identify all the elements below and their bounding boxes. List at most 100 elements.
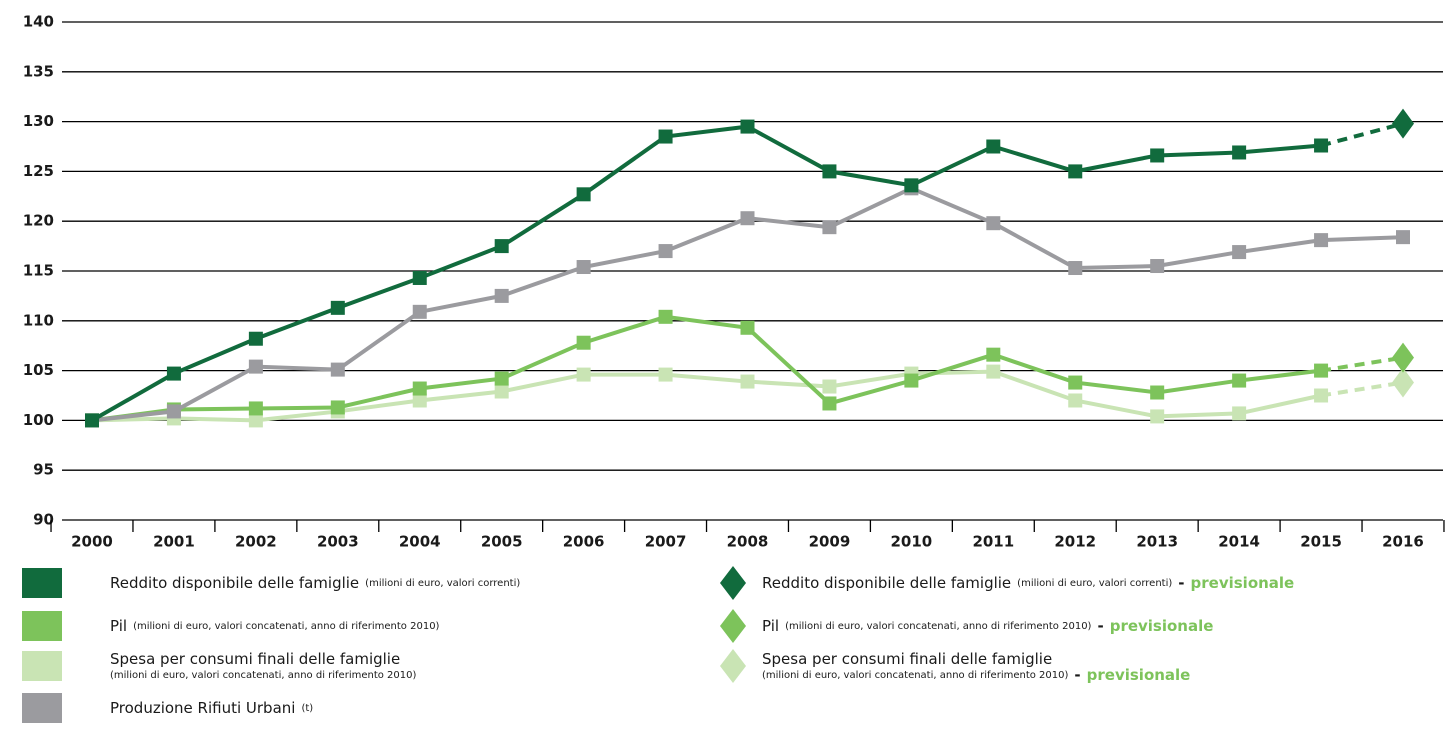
legend-separator: - (1178, 574, 1184, 592)
legend-label: Pil (milioni di euro, valori concatenati,… (762, 617, 1213, 635)
y-tick-label: 110 (23, 311, 54, 329)
point (576, 335, 591, 350)
legend-label: Reddito disponibile delle famiglie (milio… (110, 574, 520, 592)
x-tick-label: 2009 (809, 533, 851, 551)
forecast-line (1320, 355, 1404, 373)
point (822, 379, 837, 394)
legend-swatch (22, 651, 62, 681)
x-tick-label: 2007 (645, 533, 687, 551)
point (576, 260, 591, 275)
legend-forecast: previsionale (1087, 666, 1191, 684)
forecast-line (1320, 380, 1404, 398)
legend-name: Pil (110, 617, 127, 635)
y-tick-label: 140 (23, 13, 54, 31)
x-tick-label: 2006 (563, 533, 605, 551)
point (822, 164, 837, 179)
point (1232, 406, 1247, 421)
point (1232, 145, 1247, 160)
x-tick-label: 2010 (891, 533, 933, 551)
legend-forecast: previsionale (1191, 574, 1295, 592)
legend-note: (t) (301, 703, 313, 714)
point (740, 211, 755, 226)
y-tick-label: 135 (23, 62, 54, 80)
x-tick-label: 2005 (481, 533, 523, 551)
point (1232, 373, 1247, 388)
legend-diamond (720, 649, 746, 683)
y-tick-label: 115 (23, 262, 54, 280)
point (740, 119, 755, 134)
point (494, 371, 509, 386)
point (1068, 164, 1083, 179)
point (248, 413, 263, 428)
legend-swatch (22, 568, 62, 598)
point (412, 393, 427, 408)
x-tick-label: 2011 (972, 533, 1014, 551)
legend-label: Pil (milioni di euro, valori concatenati,… (110, 617, 440, 635)
series-line (91, 314, 1322, 423)
point (1314, 388, 1329, 403)
point (330, 400, 345, 415)
point (658, 244, 673, 259)
legend-label: Spesa per consumi finali delle famiglie (762, 650, 1052, 668)
point (740, 320, 755, 335)
point (986, 347, 1001, 362)
series-line (91, 124, 1322, 423)
point (1314, 138, 1329, 153)
x-tick-label: 2016 (1382, 533, 1424, 551)
legend-name: Produzione Rifiuti Urbani (110, 699, 295, 717)
legend-name: Reddito disponibile delle famiglie (762, 574, 1011, 592)
legend-note: (milioni di euro, valori correnti) (365, 578, 520, 589)
forecast-point (1392, 108, 1414, 139)
point (1068, 393, 1083, 408)
y-tick-label: 90 (33, 511, 54, 529)
point (85, 413, 99, 428)
point (330, 362, 345, 377)
x-tick-label: 2003 (317, 533, 359, 551)
series-line (91, 369, 1322, 423)
point (494, 239, 509, 254)
point (986, 139, 1001, 154)
legend-swatch (22, 693, 62, 723)
point (1150, 409, 1165, 424)
point (1314, 233, 1329, 248)
point (1150, 148, 1165, 163)
y-tick-label: 130 (23, 112, 54, 130)
x-tick-label: 2004 (399, 533, 441, 551)
point (166, 404, 181, 419)
legend-separator: - (1097, 617, 1103, 635)
x-tick-label: 2008 (727, 533, 769, 551)
point (904, 178, 919, 193)
point (494, 288, 509, 303)
x-tick-label: 2014 (1218, 533, 1260, 551)
x-tick-label: 2013 (1136, 533, 1178, 551)
point (576, 187, 591, 202)
point (658, 129, 673, 144)
legend-note: (milioni di euro, valori concatenati, an… (785, 621, 1091, 632)
legend-label: Reddito disponibile delle famiglie (milio… (762, 574, 1294, 592)
forecast-line (1320, 121, 1404, 148)
x-tick-label: 2015 (1300, 533, 1342, 551)
y-tick-label: 125 (23, 162, 54, 180)
point (658, 367, 673, 382)
y-tick-label: 120 (23, 212, 54, 230)
legend-name: Spesa per consumi finali delle famiglie (110, 650, 400, 668)
point (166, 366, 181, 381)
point (986, 216, 1001, 231)
legend-note: (milioni di euro, valori concatenati, an… (133, 621, 439, 632)
forecast-point (1392, 367, 1414, 398)
x-tick-label: 2012 (1054, 533, 1096, 551)
point (1150, 385, 1165, 400)
point (1396, 230, 1410, 245)
point (658, 309, 673, 324)
legend-name: Reddito disponibile delle famiglie (110, 574, 359, 592)
point (330, 300, 345, 315)
legend-note: (milioni di euro, valori concatenati, an… (762, 670, 1068, 681)
legend-forecast: previsionale (1110, 617, 1214, 635)
x-tick-label: 2001 (153, 533, 195, 551)
point (1068, 375, 1083, 390)
y-tick-label: 105 (23, 361, 54, 379)
legend-label: (milioni di euro, valori concatenati, an… (762, 666, 1190, 684)
legend-diamond (720, 609, 746, 643)
point (1232, 245, 1247, 260)
